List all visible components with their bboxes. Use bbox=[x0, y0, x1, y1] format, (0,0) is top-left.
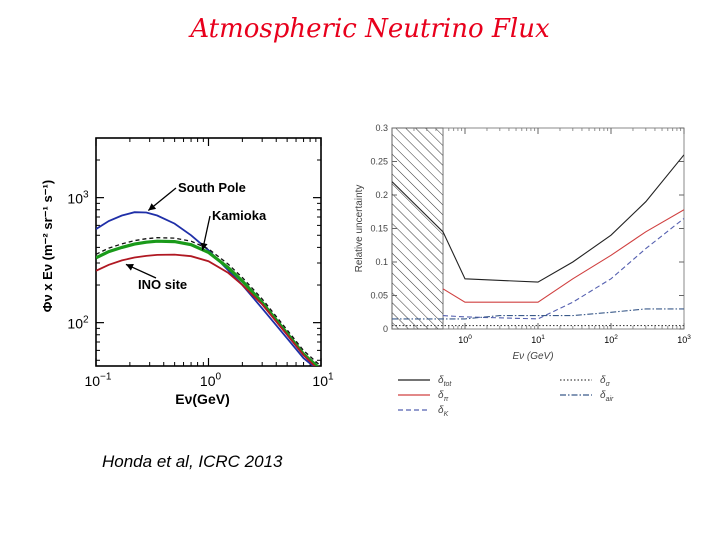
annotation-ino-site-arrow-head bbox=[125, 263, 134, 271]
x-tick-label-base: 10 bbox=[604, 335, 614, 345]
legend-label-sub: σ bbox=[606, 381, 611, 388]
x-tick-label-base: 10 bbox=[458, 335, 468, 345]
y-tick-label: 103 bbox=[67, 189, 89, 206]
legend-label-base: δ bbox=[438, 390, 444, 401]
x-tick-label-base: 10 bbox=[84, 373, 100, 389]
y-tick-label: 0 bbox=[383, 324, 388, 334]
legend-label-tot: δtot bbox=[438, 375, 452, 388]
x-tick-label: 101 bbox=[531, 334, 545, 345]
uncertainty-series-group bbox=[392, 154, 684, 327]
series-line-ino-site bbox=[96, 253, 316, 366]
y-tick-label-base: 10 bbox=[67, 191, 83, 207]
legend-label-K: δK bbox=[438, 405, 449, 418]
y-tick-label: 0.1 bbox=[375, 257, 388, 267]
y-tick-label-exponent: 2 bbox=[83, 314, 89, 325]
x-tick-label-base: 10 bbox=[200, 373, 216, 389]
y-tick-label: 0.25 bbox=[370, 157, 388, 167]
x-tick-label-exponent: −1 bbox=[100, 372, 112, 383]
x-tick-label-exponent: 1 bbox=[328, 372, 334, 383]
x-tick-label-exponent: 0 bbox=[215, 372, 221, 383]
annotation-kamioka-arrow-head bbox=[200, 242, 208, 251]
series-line-kamioka bbox=[96, 239, 320, 366]
slide-title: Atmospheric Neutrino Flux bbox=[190, 14, 550, 44]
annotation-south-pole-arrow-head bbox=[148, 203, 157, 211]
x-tick-label-exponent: 2 bbox=[614, 334, 618, 341]
legend-label-sub: tot bbox=[444, 381, 453, 388]
x-tick-label: 103 bbox=[677, 334, 691, 345]
y-tick-label-base: 10 bbox=[67, 316, 83, 332]
y-tick-label: 0.15 bbox=[370, 224, 388, 234]
y-axis-label: Φν x Eν (m⁻² sr⁻¹ s⁻¹) bbox=[40, 180, 55, 312]
x-tick-label-base: 10 bbox=[677, 335, 687, 345]
legend-label-σ: δσ bbox=[600, 375, 611, 388]
y-axis-label: Relative uncertainty bbox=[354, 185, 365, 273]
x-tick-label-base: 10 bbox=[531, 335, 541, 345]
x-axis-label: Eν(GeV) bbox=[175, 391, 229, 407]
series-line-π bbox=[442, 209, 684, 303]
y-tick-label-exponent: 3 bbox=[83, 189, 89, 200]
citation-text: Honda et al, ICRC 2013 bbox=[102, 452, 283, 471]
hatched-region bbox=[391, 127, 444, 330]
series-line-tot bbox=[392, 154, 684, 283]
legend-label-base: δ bbox=[600, 390, 606, 401]
x-axis-label: Eν (GeV) bbox=[512, 351, 553, 362]
x-tick-label: 101 bbox=[312, 372, 334, 389]
x-tick-label-exponent: 1 bbox=[541, 334, 545, 341]
legend-label-air: δair bbox=[600, 390, 614, 403]
legend-label-base: δ bbox=[438, 375, 444, 386]
legend-label-base: δ bbox=[600, 375, 606, 386]
x-tick-label: 100 bbox=[458, 334, 472, 345]
x-tick-label: 10−1 bbox=[84, 372, 111, 389]
x-tick-label-exponent: 3 bbox=[687, 334, 691, 341]
series-line-air bbox=[392, 308, 684, 320]
series-line-K bbox=[442, 217, 684, 320]
legend-label-sub: air bbox=[606, 396, 614, 403]
x-tick-label: 102 bbox=[604, 334, 618, 345]
y-tick-label: 102 bbox=[67, 314, 89, 331]
annotation-south-pole: South Pole bbox=[178, 180, 246, 195]
series-line-kamioka-dashed bbox=[96, 237, 321, 366]
flux-series-group bbox=[96, 211, 321, 366]
y-tick-label: 0.3 bbox=[375, 123, 388, 133]
annotation-ino-site: INO site bbox=[138, 277, 187, 292]
legend-label-sub: π bbox=[444, 396, 449, 403]
x-tick-label-exponent: 0 bbox=[468, 334, 472, 341]
y-tick-label: 0.05 bbox=[370, 291, 388, 301]
y-tick-label: 0.2 bbox=[375, 190, 388, 200]
x-tick-label-base: 10 bbox=[312, 373, 328, 389]
x-tick-label: 100 bbox=[200, 372, 222, 389]
legend-label-π: δπ bbox=[438, 390, 449, 403]
series-line-south-pole bbox=[96, 211, 315, 366]
annotation-kamioka: Kamioka bbox=[212, 208, 267, 223]
legend-label-base: δ bbox=[438, 405, 444, 416]
legend-label-sub: K bbox=[444, 411, 449, 418]
